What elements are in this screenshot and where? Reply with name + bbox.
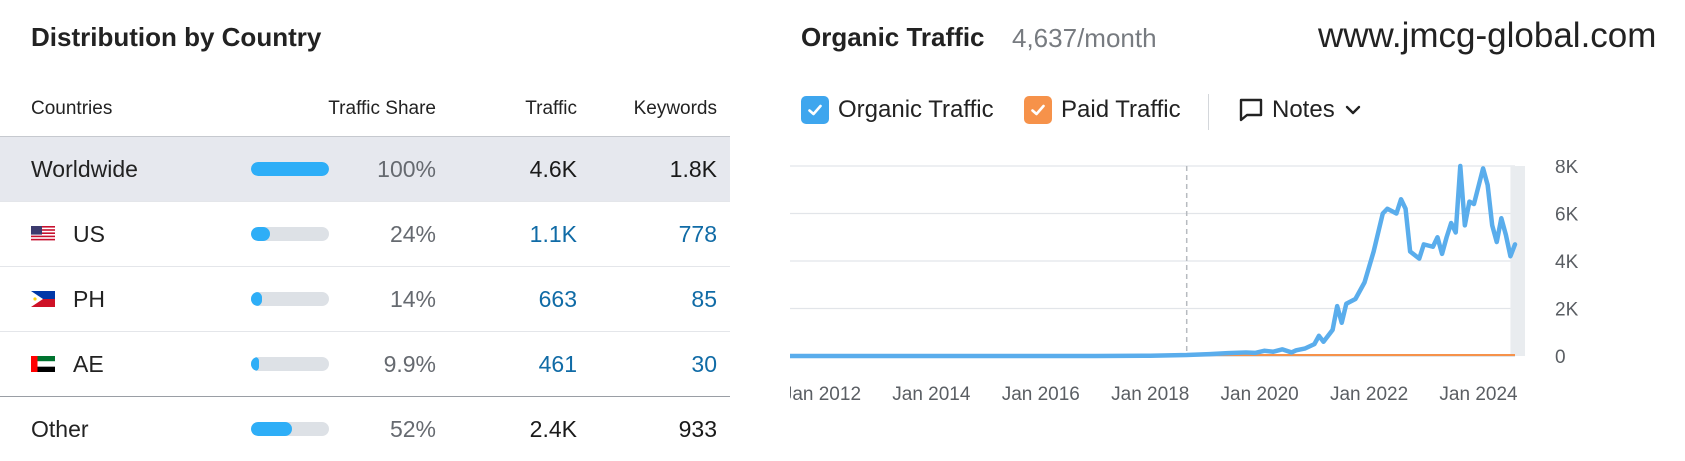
traffic-link[interactable]: 1.1K bbox=[529, 221, 577, 247]
comment-icon bbox=[1239, 98, 1263, 122]
traffic-share-bar bbox=[251, 227, 329, 241]
traffic-link[interactable]: 663 bbox=[538, 286, 577, 312]
traffic-share-bar bbox=[251, 422, 329, 436]
traffic-share-value: 14% bbox=[389, 286, 436, 312]
checkbox-checked-icon[interactable] bbox=[1024, 96, 1052, 124]
keywords-value: 933 bbox=[678, 416, 717, 442]
chart-series bbox=[790, 163, 1518, 359]
column-header-traffic: Traffic bbox=[525, 98, 577, 119]
organic-traffic-line bbox=[790, 163, 1518, 359]
x-tick-label: Jan 2020 bbox=[1221, 384, 1299, 405]
x-tick-label: Jan 2022 bbox=[1330, 384, 1408, 405]
country-name: US bbox=[73, 221, 105, 247]
country-name-cell: PH bbox=[31, 267, 105, 331]
y-tick-label: 2K bbox=[1555, 300, 1579, 321]
country-name: PH bbox=[73, 286, 105, 312]
us-flag-icon bbox=[31, 226, 55, 242]
x-tick-label: Jan 2024 bbox=[1439, 384, 1518, 405]
keywords-link[interactable]: 30 bbox=[691, 351, 717, 377]
table-row-worldwide[interactable]: Worldwide 100% 4.6K 1.8K bbox=[0, 136, 730, 201]
organic-traffic-toggle[interactable]: Organic Traffic bbox=[801, 96, 994, 124]
traffic-share-value: 52% bbox=[389, 416, 436, 442]
table-row-ph[interactable]: PH 14% 663 85 bbox=[0, 266, 730, 331]
traffic-value: 4.6K bbox=[529, 156, 577, 182]
keywords-link[interactable]: 85 bbox=[691, 286, 717, 312]
distribution-title: Distribution by Country bbox=[31, 22, 322, 52]
column-header-countries: Countries bbox=[31, 98, 113, 119]
country-name-cell: AE bbox=[31, 332, 104, 396]
traffic-share-bar bbox=[251, 162, 329, 176]
table-row-other[interactable]: Other 52% 2.4K 933 bbox=[0, 396, 730, 461]
y-tick-label: 4K bbox=[1555, 252, 1579, 273]
y-tick-label: 8K bbox=[1555, 160, 1579, 178]
organic-traffic-title: Organic Traffic bbox=[801, 22, 985, 52]
paid-traffic-toggle[interactable]: Paid Traffic bbox=[1024, 96, 1181, 124]
country-name: Other bbox=[31, 416, 89, 442]
chevron-down-icon bbox=[1345, 105, 1360, 115]
paid-traffic-label: Paid Traffic bbox=[1061, 96, 1181, 123]
traffic-share-value: 24% bbox=[389, 221, 436, 247]
traffic-share-bar bbox=[251, 357, 329, 371]
watermark-text: www.jmcg-global.com bbox=[1318, 16, 1657, 55]
country-table: Worldwide 100% 4.6K 1.8K US 24% 1.1K 778 bbox=[0, 136, 730, 461]
table-row-ae[interactable]: AE 9.9% 461 30 bbox=[0, 331, 730, 396]
keywords-link[interactable]: 778 bbox=[678, 221, 717, 247]
legend-divider bbox=[1208, 94, 1209, 130]
country-name-cell: US bbox=[31, 202, 105, 266]
traffic-share-bar bbox=[251, 292, 329, 306]
y-axis-ticks: 0 2K 4K 6K 8K bbox=[1555, 160, 1579, 368]
x-tick-label: Jan 2016 bbox=[1002, 384, 1080, 405]
traffic-share-value: 100% bbox=[377, 156, 436, 182]
column-header-keywords: Keywords bbox=[633, 98, 717, 119]
x-tick-label: Jan 2012 bbox=[790, 384, 861, 405]
x-tick-label: Jan 2018 bbox=[1111, 384, 1189, 405]
notes-label: Notes bbox=[1272, 96, 1335, 123]
country-name: AE bbox=[73, 351, 104, 377]
notes-dropdown[interactable]: Notes bbox=[1238, 96, 1371, 124]
keywords-value: 1.8K bbox=[669, 156, 717, 182]
organic-traffic-label: Organic Traffic bbox=[838, 96, 994, 123]
ph-flag-icon bbox=[31, 291, 55, 307]
country-name: Worldwide bbox=[31, 156, 138, 182]
ae-flag-icon bbox=[31, 356, 55, 372]
current-period-band bbox=[1510, 166, 1525, 356]
traffic-value: 2.4K bbox=[529, 416, 577, 442]
x-axis-ticks: Jan 2012 Jan 2014 Jan 2016 Jan 2018 Jan 2020… bbox=[790, 384, 1518, 405]
traffic-share-value: 9.9% bbox=[383, 351, 436, 377]
y-tick-label: 6K bbox=[1555, 205, 1579, 226]
x-tick-label: Jan 2014 bbox=[892, 384, 971, 405]
checkbox-checked-icon[interactable] bbox=[801, 96, 829, 124]
column-header-traffic-share: Traffic Share bbox=[328, 98, 436, 119]
chart-gridlines bbox=[790, 165, 1515, 357]
traffic-link[interactable]: 461 bbox=[538, 351, 577, 377]
organic-traffic-monthly-value: 4,637/month bbox=[1012, 23, 1157, 53]
y-tick-label: 0 bbox=[1555, 347, 1566, 368]
table-row-us[interactable]: US 24% 1.1K 778 bbox=[0, 201, 730, 266]
